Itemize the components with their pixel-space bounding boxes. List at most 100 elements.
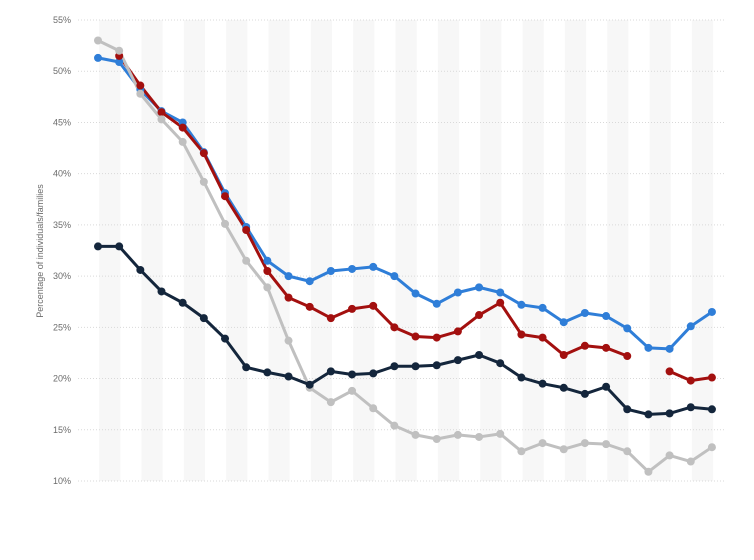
data-point[interactable] (263, 256, 272, 265)
data-point[interactable] (157, 115, 166, 124)
data-point[interactable] (665, 367, 674, 376)
data-point[interactable] (305, 302, 314, 311)
data-point[interactable] (305, 277, 314, 286)
data-point[interactable] (284, 372, 293, 381)
data-point[interactable] (475, 350, 484, 359)
data-point[interactable] (348, 370, 357, 379)
data-point[interactable] (602, 343, 611, 352)
data-point[interactable] (284, 272, 293, 281)
data-point[interactable] (644, 410, 653, 419)
data-point[interactable] (517, 447, 526, 456)
data-point[interactable] (390, 362, 399, 371)
data-point[interactable] (199, 177, 208, 186)
data-point[interactable] (390, 323, 399, 332)
data-point[interactable] (390, 272, 399, 281)
data-point[interactable] (453, 327, 462, 336)
data-point[interactable] (432, 435, 441, 443)
data-point[interactable] (199, 314, 208, 323)
data-point[interactable] (221, 334, 230, 343)
data-point[interactable] (242, 226, 251, 235)
data-point[interactable] (221, 219, 230, 228)
data-point[interactable] (623, 324, 632, 333)
data-point[interactable] (411, 362, 420, 371)
data-point[interactable] (623, 405, 632, 414)
data-point[interactable] (538, 333, 547, 342)
data-point[interactable] (94, 36, 102, 45)
data-point[interactable] (707, 307, 716, 316)
data-point[interactable] (517, 300, 526, 309)
data-point[interactable] (136, 89, 145, 98)
data-point[interactable] (496, 359, 505, 368)
data-point[interactable] (665, 451, 674, 460)
data-point[interactable] (559, 445, 568, 454)
data-point[interactable] (242, 256, 251, 265)
data-point[interactable] (115, 58, 124, 66)
data-point[interactable] (326, 314, 335, 323)
data-point[interactable] (136, 265, 145, 274)
data-point[interactable] (707, 373, 716, 382)
data-point[interactable] (284, 293, 293, 302)
data-point[interactable] (263, 283, 272, 292)
data-point[interactable] (369, 262, 378, 271)
data-point[interactable] (538, 379, 547, 388)
data-point[interactable] (623, 352, 632, 361)
data-point[interactable] (644, 467, 653, 476)
data-point[interactable] (707, 443, 716, 452)
data-point[interactable] (369, 369, 378, 378)
data-point[interactable] (665, 409, 674, 418)
data-point[interactable] (432, 333, 441, 342)
data-point[interactable] (157, 287, 166, 296)
data-point[interactable] (221, 192, 230, 201)
data-point[interactable] (411, 332, 420, 341)
data-point[interactable] (94, 242, 102, 251)
data-point[interactable] (326, 367, 335, 376)
data-point[interactable] (305, 380, 314, 389)
data-point[interactable] (453, 356, 462, 365)
data-point[interactable] (538, 439, 547, 448)
data-point[interactable] (580, 341, 589, 350)
data-point[interactable] (665, 344, 674, 353)
data-point[interactable] (263, 266, 272, 275)
data-point[interactable] (284, 336, 293, 345)
data-point[interactable] (199, 149, 208, 158)
data-point[interactable] (242, 363, 251, 372)
data-point[interactable] (475, 283, 484, 292)
data-point[interactable] (263, 368, 272, 377)
data-point[interactable] (136, 81, 145, 90)
data-point[interactable] (326, 398, 335, 407)
data-point[interactable] (178, 137, 187, 146)
data-point[interactable] (580, 308, 589, 317)
data-point[interactable] (559, 350, 568, 359)
data-point[interactable] (115, 242, 124, 251)
data-point[interactable] (707, 405, 716, 414)
data-point[interactable] (453, 288, 462, 297)
data-point[interactable] (602, 312, 611, 321)
data-point[interactable] (580, 439, 589, 448)
data-point[interactable] (369, 404, 378, 413)
data-point[interactable] (475, 311, 484, 320)
data-point[interactable] (644, 343, 653, 352)
data-point[interactable] (326, 266, 335, 275)
data-point[interactable] (580, 389, 589, 398)
data-point[interactable] (369, 301, 378, 310)
data-point[interactable] (623, 447, 632, 456)
data-point[interactable] (517, 330, 526, 339)
data-point[interactable] (538, 303, 547, 312)
data-point[interactable] (348, 304, 357, 313)
data-point[interactable] (559, 383, 568, 392)
data-point[interactable] (496, 429, 505, 438)
data-point[interactable] (453, 430, 462, 439)
data-point[interactable] (517, 373, 526, 382)
data-point[interactable] (411, 289, 420, 298)
data-point[interactable] (559, 318, 568, 327)
data-point[interactable] (686, 403, 695, 412)
data-point[interactable] (94, 53, 102, 62)
data-point[interactable] (686, 457, 695, 466)
data-point[interactable] (686, 376, 695, 385)
data-point[interactable] (602, 382, 611, 391)
data-point[interactable] (115, 46, 124, 55)
data-point[interactable] (178, 298, 187, 307)
data-point[interactable] (348, 386, 357, 395)
data-point[interactable] (686, 322, 695, 331)
data-point[interactable] (348, 264, 357, 273)
